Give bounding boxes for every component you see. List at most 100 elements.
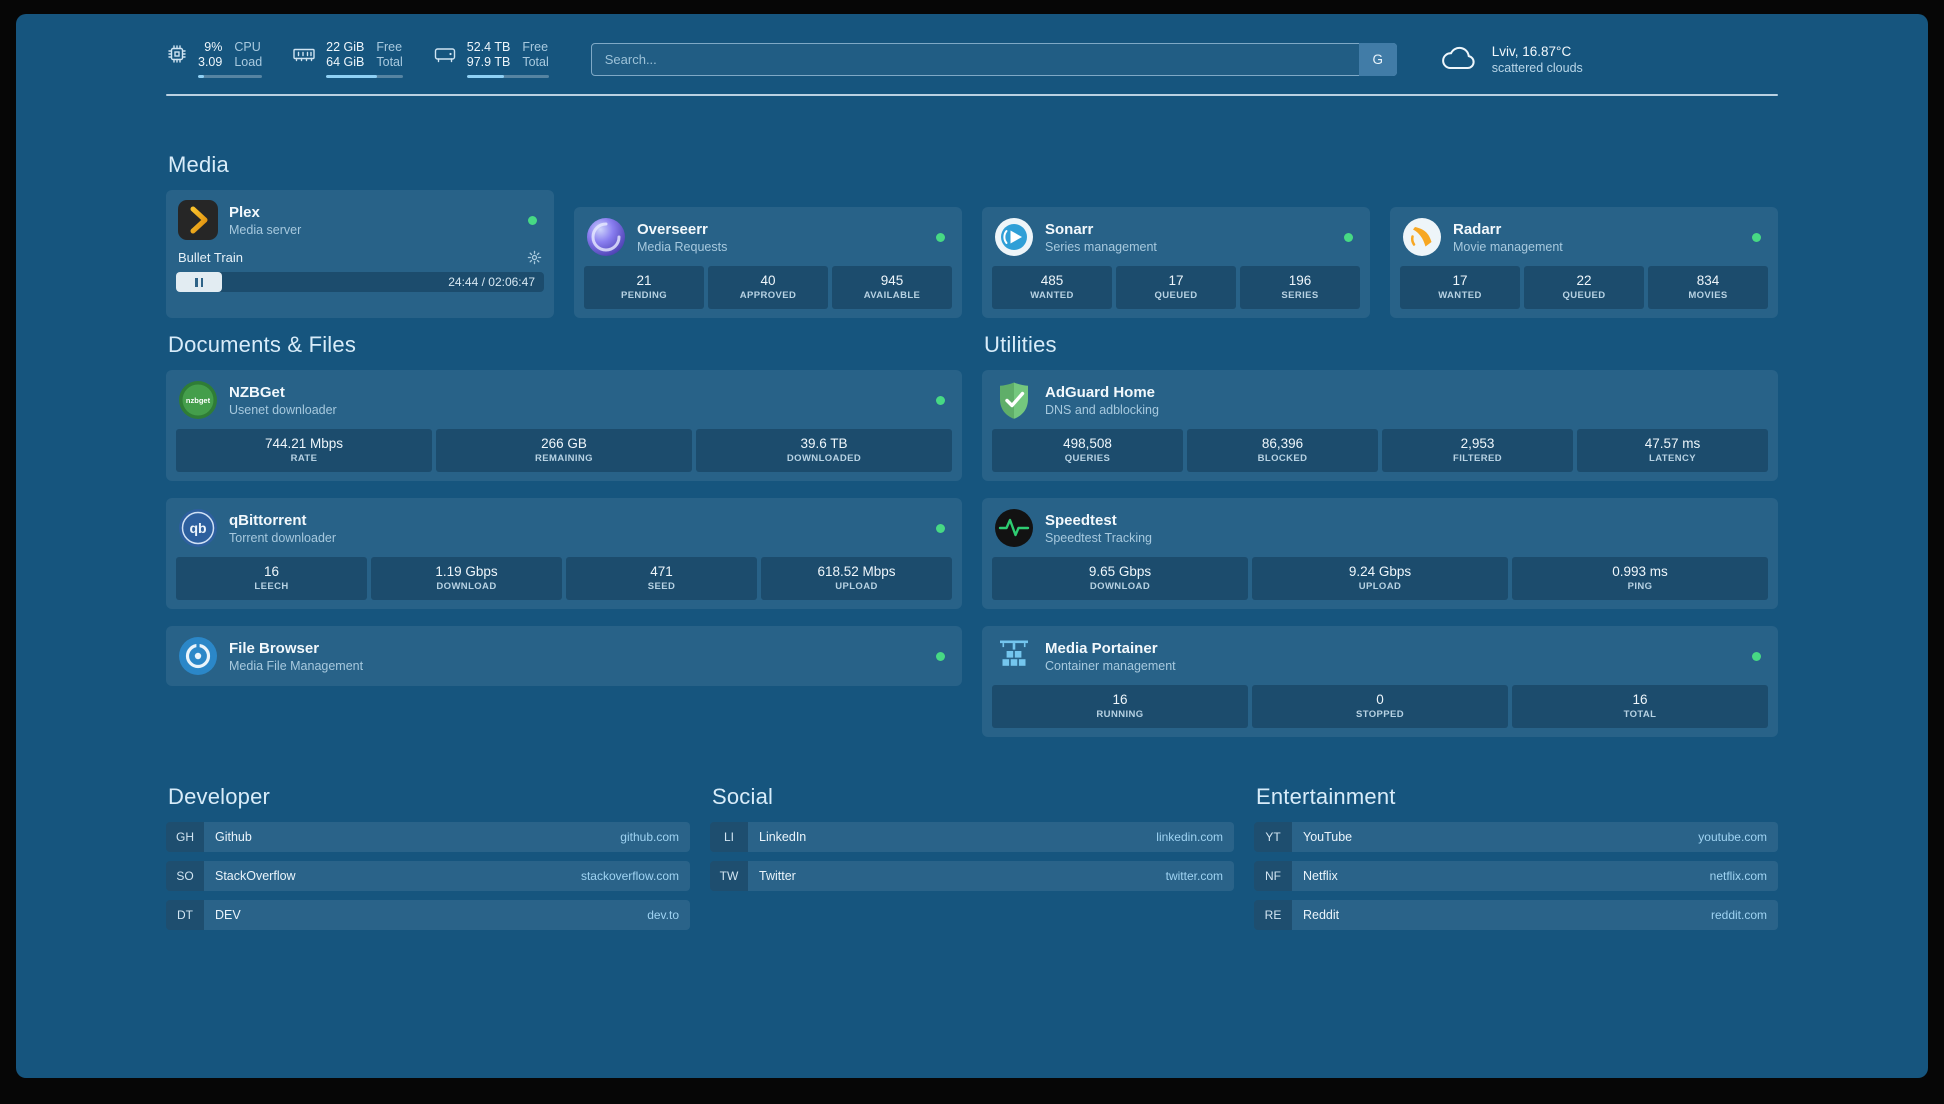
bookmark-reddit[interactable]: RE Reddit reddit.com (1254, 900, 1778, 930)
bookmark-abbr: GH (166, 822, 204, 852)
stat-total: 16 TOTAL (1512, 685, 1768, 728)
stat-seed: 471 SEED (566, 557, 757, 600)
service-link-sonarr[interactable]: Sonarr Series management (992, 216, 1360, 258)
bookmark-url: dev.to (647, 908, 679, 922)
qbittorrent-icon: qb (178, 508, 218, 548)
cpu-meter (198, 75, 263, 78)
section-documents: Documents & Files nzbget NZBGet (166, 332, 962, 737)
overseerr-icon (586, 217, 626, 257)
bookmark-url: linkedin.com (1156, 830, 1223, 844)
stat-stopped: 0 STOPPED (1252, 685, 1508, 728)
stat-rate: 744.21 Mbps RATE (176, 429, 432, 472)
player-time: 24:44 / 02:06:47 (448, 275, 535, 289)
radarr-icon (1402, 217, 1442, 257)
pause-button[interactable] (176, 272, 222, 292)
service-link-nzbget[interactable]: nzbget NZBGet Usenet downloader (176, 379, 952, 421)
section-title-media: Media (168, 152, 229, 177)
bookmark-stackoverflow[interactable]: SO StackOverflow stackoverflow.com (166, 861, 690, 891)
service-description: Media server (229, 222, 302, 237)
bookmark-youtube[interactable]: YT YouTube youtube.com (1254, 822, 1778, 852)
bookmark-netflix[interactable]: NF Netflix netflix.com (1254, 861, 1778, 891)
bookmark-abbr: LI (710, 822, 748, 852)
bookmark-name: Netflix (1303, 869, 1338, 883)
search-input[interactable] (590, 42, 1397, 76)
stat-movies: 834 MOVIES (1648, 266, 1768, 309)
bookmark-abbr: YT (1254, 822, 1292, 852)
disk-free-value: 52.4 TB (466, 40, 511, 54)
stat-upload: 618.52 Mbps UPLOAD (761, 557, 952, 600)
service-card-portainer: Media Portainer Container management 16 … (982, 626, 1778, 737)
status-dot (1344, 232, 1353, 242)
player-progress-bar[interactable]: 24:44 / 02:06:47 (176, 272, 544, 292)
bookmark-group-social: Social LI LinkedIn linkedin.com TW Twitt… (710, 784, 1234, 939)
stat-download: 1.19 Gbps DOWNLOAD (371, 557, 562, 600)
status-dot (936, 395, 945, 405)
weather-location: Lviv, 16.87°C (1491, 43, 1572, 59)
service-link-plex[interactable]: Plex Media server (176, 199, 544, 241)
now-playing-title: Bullet Train (178, 249, 244, 265)
service-description: Usenet downloader (229, 402, 337, 417)
memory-total-value: 64 GiB (326, 55, 365, 69)
service-link-radarr[interactable]: Radarr Movie management (1400, 216, 1768, 258)
bookmark-linkedin[interactable]: LI LinkedIn linkedin.com (710, 822, 1234, 852)
service-card-plex: Plex Media server Bullet Train (166, 190, 554, 318)
disk-free-label: Free (522, 40, 549, 54)
service-name: Sonarr (1045, 220, 1094, 238)
stat-wanted: 485 WANTED (992, 266, 1112, 309)
bookmark-github[interactable]: GH Github github.com (166, 822, 690, 852)
portainer-icon (994, 636, 1034, 676)
service-name: Radarr (1453, 220, 1502, 238)
memory-meter (326, 75, 403, 78)
disk-meter (466, 75, 549, 78)
service-link-portainer[interactable]: Media Portainer Container management (992, 635, 1768, 677)
service-description: Container management (1045, 658, 1176, 673)
service-link-speedtest[interactable]: Speedtest Speedtest Tracking (992, 507, 1768, 549)
service-link-filebrowser[interactable]: File Browser Media File Management (176, 635, 952, 677)
bookmark-group-developer: Developer GH Github github.com SO StackO… (166, 784, 690, 939)
bookmark-url: youtube.com (1698, 830, 1767, 844)
status-dot (936, 232, 945, 242)
service-description: DNS and adblocking (1045, 402, 1159, 417)
service-link-overseerr[interactable]: Overseerr Media Requests (584, 216, 952, 258)
weather-condition: scattered clouds (1491, 60, 1583, 75)
service-description: Series management (1045, 239, 1157, 254)
stat-queued: 17 QUEUED (1116, 266, 1236, 309)
sonarr-icon (994, 217, 1034, 257)
plex-icon (178, 200, 218, 240)
svg-text:qb: qb (189, 520, 206, 536)
bookmark-group-entertainment: Entertainment YT YouTube youtube.com NF … (1254, 784, 1778, 939)
memory-widget: 22 GiB 64 GiB Free Total (292, 40, 403, 78)
service-card-sonarr: Sonarr Series management 485 WANTED 17 Q… (982, 207, 1370, 318)
bookmark-name: StackOverflow (215, 869, 296, 883)
bookmark-url: netflix.com (1709, 869, 1767, 883)
disk-widget-body: 52.4 TB 97.9 TB Free Total (466, 40, 549, 78)
service-card-filebrowser: File Browser Media File Management (166, 626, 962, 686)
gear-icon[interactable] (527, 250, 542, 265)
service-name: Overseerr (637, 220, 708, 238)
service-name: AdGuard Home (1045, 383, 1156, 401)
bookmark-abbr: DT (166, 900, 204, 930)
memory-icon (293, 48, 315, 62)
service-link-adguard[interactable]: AdGuard Home DNS and adblocking (992, 379, 1768, 421)
bookmark-abbr: RE (1254, 900, 1292, 930)
bookmark-dev[interactable]: DT DEV dev.to (166, 900, 690, 930)
stat-queries: 498,508 QUERIES (992, 429, 1183, 472)
bookmark-name: Reddit (1303, 908, 1340, 922)
cpu-load-label: Load (234, 55, 263, 69)
bookmark-twitter[interactable]: TW Twitter twitter.com (710, 861, 1234, 891)
speedtest-icon (994, 508, 1034, 548)
stat-download: 9.65 Gbps DOWNLOAD (992, 557, 1248, 600)
status-dot (936, 523, 945, 533)
service-link-qbittorrent[interactable]: qb qBittorrent Torrent downloader (176, 507, 952, 549)
bookmark-abbr: NF (1254, 861, 1292, 891)
section-title-social: Social (712, 784, 774, 809)
nzbget-icon: nzbget (178, 380, 218, 420)
stat-leech: 16 LEECH (176, 557, 367, 600)
section-title-utilities: Utilities (984, 332, 1057, 357)
service-card-overseerr: Overseerr Media Requests 21 PENDING 40 A… (574, 207, 962, 318)
stat-filtered: 2,953 FILTERED (1382, 429, 1573, 472)
search-provider-button[interactable]: G (1358, 42, 1397, 76)
stat-downloaded: 39.6 TB DOWNLOADED (696, 429, 952, 472)
service-name: NZBGet (229, 383, 285, 401)
disk-icon (434, 48, 455, 63)
